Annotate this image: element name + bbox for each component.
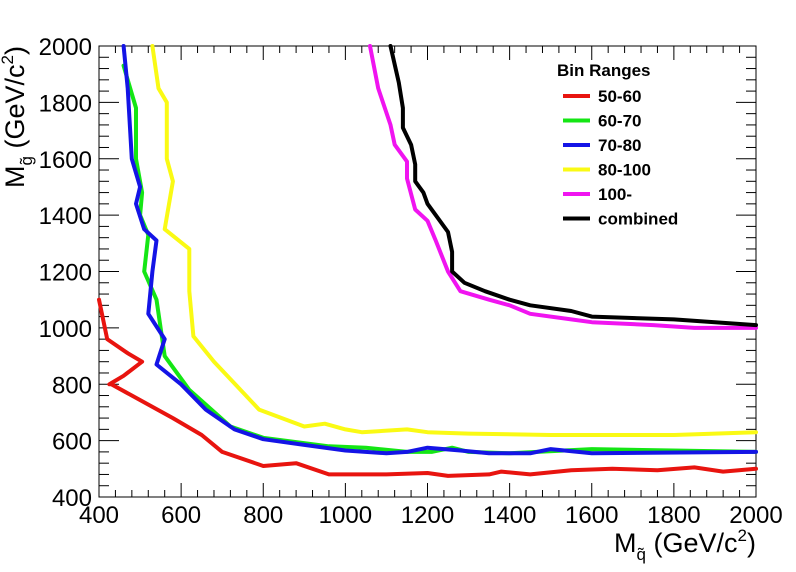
x-tick-label: 1000 [319, 502, 372, 529]
x-tick-label: 1600 [565, 502, 618, 529]
x-axis-title: Mq̃ (GeV/c2) [614, 526, 756, 564]
legend-label: 70-80 [598, 136, 641, 155]
plot-frame [98, 45, 757, 498]
y-tick-label: 1200 [39, 260, 92, 287]
y-tick-label: 1400 [39, 203, 92, 230]
series-line-100 [368, 44, 758, 330]
legend-title: Bin Ranges [557, 61, 651, 80]
x-tick-label: 800 [243, 502, 283, 529]
y-tick-label: 1800 [39, 90, 92, 117]
y-axis-title: Mg̃ (GeV/c2) [0, 46, 36, 188]
y-tick-label: 400 [52, 485, 92, 512]
legend-label: combined [598, 210, 678, 229]
series-line-80-100 [150, 44, 758, 437]
series-line-combined [388, 44, 758, 328]
x-tick-label: 1200 [401, 502, 454, 529]
legend-entries: 50-60 60-70 70-80 80-100 100- combined [563, 87, 678, 229]
axis-ticks [98, 45, 757, 498]
series-line-50-60 [97, 297, 758, 478]
y-tick-label: 1600 [39, 147, 92, 174]
legend-label: 80-100 [598, 161, 651, 180]
y-tick-label: 2000 [39, 34, 92, 61]
y-tick-label: 800 [52, 372, 92, 399]
x-tick-label: 400 [79, 502, 119, 529]
y-tick-label: 600 [52, 429, 92, 456]
x-tick-label: 1800 [647, 502, 700, 529]
y-tick-labels: 400 600 800 1000 1200 1400 1600 1800 2000 [39, 34, 92, 512]
series-curves [97, 44, 758, 478]
series-line-70-80 [121, 44, 758, 456]
legend-label: 50-60 [598, 87, 641, 106]
legend-label: 100- [598, 185, 632, 204]
x-tick-label: 600 [161, 502, 201, 529]
x-tick-label: 2000 [729, 502, 782, 529]
x-tick-labels: 400 600 800 1000 1200 1400 1600 1800 2000 [79, 502, 783, 529]
x-tick-label: 1400 [483, 502, 536, 529]
legend: Bin Ranges 50-60 60-70 70-80 80-100 100- comb… [557, 61, 678, 229]
legend-label: 60-70 [598, 112, 641, 131]
y-tick-label: 1000 [39, 316, 92, 343]
series-line-60-70 [121, 63, 758, 456]
